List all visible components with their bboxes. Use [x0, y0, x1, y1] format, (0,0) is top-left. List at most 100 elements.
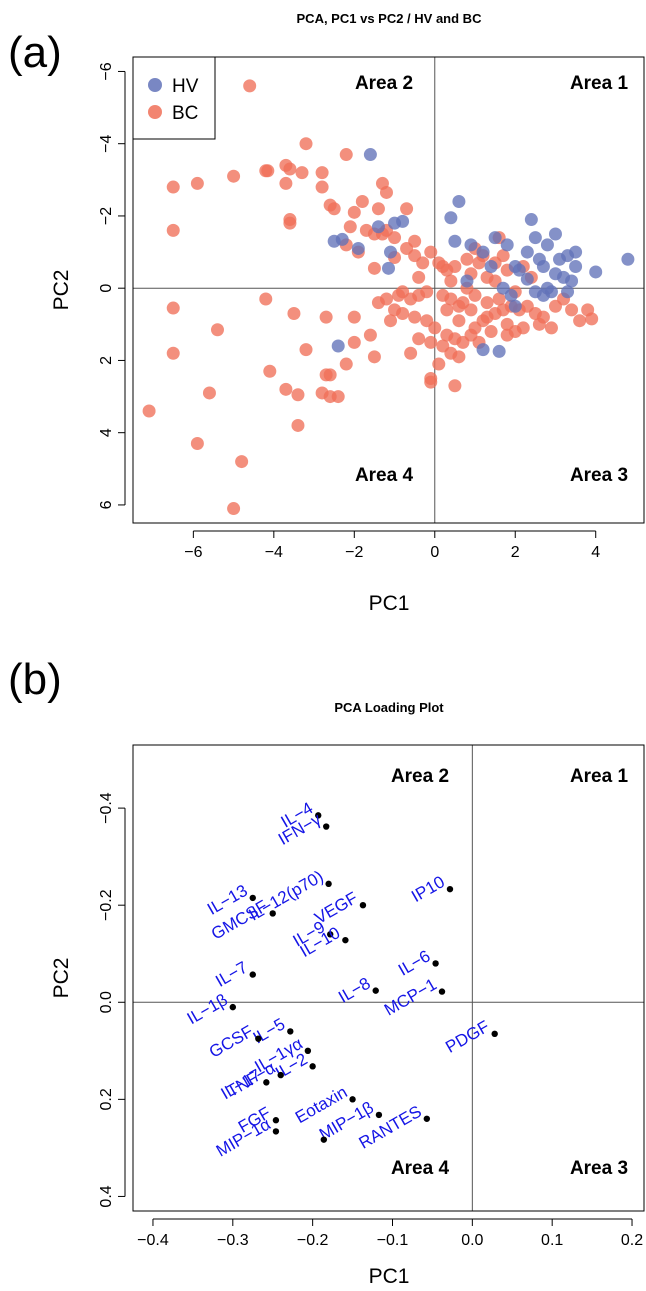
- bc-point: [379, 185, 393, 199]
- bc-point: [339, 148, 353, 162]
- hv-point: [621, 252, 635, 266]
- panel-b-tag: (b): [8, 655, 62, 704]
- bc-point: [291, 388, 305, 402]
- bc-point: [261, 164, 275, 178]
- bc-point: [408, 249, 422, 263]
- chart-b-x-tick-label: −0.3: [217, 1232, 249, 1249]
- bc-point: [367, 261, 381, 275]
- loading-point-label: IP10: [408, 872, 448, 906]
- bc-point: [412, 270, 426, 284]
- bc-point: [396, 285, 410, 299]
- chart-a-frame: [132, 56, 645, 524]
- chart-a-legend: HV BC: [132, 56, 216, 140]
- hv-point: [488, 231, 502, 245]
- chart-a-y-axis-title: PC2: [50, 270, 73, 311]
- hv-point: [452, 194, 466, 208]
- hv-point: [351, 241, 365, 255]
- chart-a-title: PCA, PC1 vs PC2 / HV and BC: [297, 11, 483, 26]
- bc-point: [327, 202, 341, 216]
- hv-point: [363, 148, 377, 162]
- loading-point: [432, 960, 439, 967]
- bc-point: [408, 310, 422, 324]
- bc-point: [500, 328, 514, 342]
- bc-point: [227, 502, 241, 516]
- loading-point: [359, 901, 367, 909]
- chart-b-y-axis-title: PC2: [50, 958, 73, 999]
- bc-point: [444, 274, 458, 288]
- bc-point: [323, 390, 337, 404]
- loading-point-label: IL−6: [395, 946, 434, 979]
- chart-a-y-tick-label: 2: [98, 356, 115, 365]
- loading-point: [229, 1003, 237, 1011]
- chart-a-axes: −6 −4 −2 0 2 4 −6 −4 −2 0 2 4 6: [98, 62, 600, 561]
- chart-a-x-tick-label: −4: [265, 544, 283, 561]
- chart-a-area-4-label: Area 4: [355, 465, 414, 486]
- chart-b-title: PCA Loading Plot: [334, 700, 444, 715]
- bc-point: [448, 379, 462, 393]
- loading-point-label: PDGF: [442, 1017, 492, 1057]
- loading-point: [304, 1047, 312, 1055]
- bc-point: [367, 350, 381, 364]
- loading-point: [249, 971, 256, 978]
- bc-point: [166, 223, 180, 237]
- bc-point: [585, 312, 599, 326]
- loading-point: [272, 1117, 280, 1124]
- hv-point: [327, 234, 341, 248]
- chart-b-y-tick-label: 0.2: [98, 1088, 115, 1110]
- bc-point: [299, 137, 313, 151]
- bc-point: [355, 194, 369, 208]
- chart-b-x-tick-label: −0.4: [137, 1232, 169, 1249]
- hv-point: [448, 234, 462, 248]
- bc-point: [400, 202, 414, 216]
- chart-b-frame: [132, 744, 645, 1212]
- chart-a-area-1-label: Area 1: [570, 73, 629, 94]
- loading-point: [342, 936, 349, 944]
- hv-point: [520, 245, 534, 259]
- bc-point: [295, 166, 309, 180]
- bc-point: [384, 314, 398, 328]
- bc-point: [492, 292, 506, 306]
- bc-point: [432, 256, 446, 270]
- loading-point: [269, 910, 276, 917]
- bc-point: [424, 375, 438, 389]
- chart-a-y-tick-label: 0: [98, 284, 115, 293]
- chart-a-x-axis-title: PC1: [369, 592, 410, 615]
- bc-point: [259, 292, 273, 306]
- bc-point: [484, 325, 498, 339]
- chart-b-y-tick-label: −0.4: [98, 792, 115, 824]
- chart-a-x-tick-label: 4: [591, 544, 600, 561]
- hv-point: [528, 231, 542, 245]
- hv-point: [444, 211, 458, 225]
- loading-point: [309, 1063, 316, 1070]
- hv-point: [504, 288, 518, 302]
- bc-point: [235, 455, 249, 469]
- loading-point: [438, 988, 446, 995]
- hv-point: [589, 265, 603, 279]
- bc-point: [404, 346, 418, 360]
- legend-box: [132, 56, 216, 140]
- bc-point: [424, 335, 438, 349]
- bc-point: [452, 314, 466, 328]
- chart-b-x-axis-title: PC1: [369, 1265, 410, 1288]
- chart-b-area-1-label: Area 1: [570, 766, 629, 787]
- chart-a-x-tick-label: −2: [345, 544, 363, 561]
- bc-point: [396, 306, 410, 320]
- bc-point: [166, 301, 180, 315]
- chart-b-x-tick-label: −0.1: [377, 1232, 409, 1249]
- bc-point: [347, 335, 361, 349]
- chart-b-x-tick-label: 0.0: [461, 1232, 483, 1249]
- bc-point: [428, 321, 442, 335]
- bc-point: [573, 314, 587, 328]
- bc-point: [424, 245, 438, 259]
- loading-point: [277, 1071, 284, 1079]
- loading-point: [249, 894, 256, 902]
- hv-point: [553, 252, 567, 266]
- bc-point: [432, 357, 446, 371]
- loading-point: [327, 931, 334, 938]
- hv-point: [569, 260, 583, 274]
- bc-point: [420, 285, 434, 299]
- legend-bc-label: BC: [172, 103, 198, 124]
- loading-point: [349, 1096, 356, 1103]
- loading-point: [287, 1028, 294, 1035]
- hv-point: [548, 227, 562, 241]
